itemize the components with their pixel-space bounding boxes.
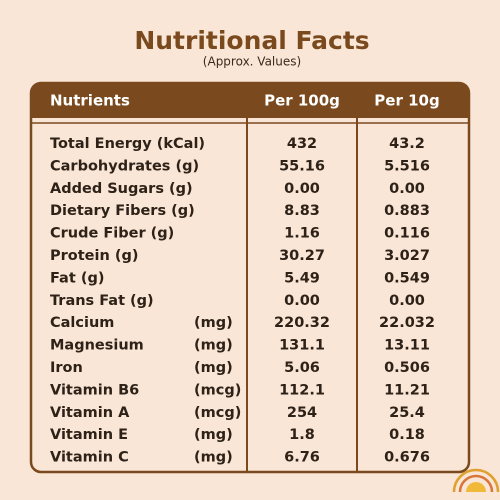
nutrient: Total Energy (kCal) [50,136,205,152]
per-10g: 0.00 [389,293,425,309]
per-100g: 0.00 [284,293,320,309]
per-100g: 5.49 [284,270,320,286]
per-100g: 8.83 [284,203,320,219]
nutrient: Fat (g) [50,270,104,286]
per-100g: 55.16 [279,158,325,174]
nutrient: Vitamin A [50,405,130,421]
per-10g: 11.21 [384,382,430,398]
per-100g: 5.06 [284,360,320,376]
decor-icon [452,468,500,493]
unit: (mg) [194,450,233,466]
per-10g: 0.506 [384,360,430,376]
title: Nutritional Facts [134,26,369,55]
table: Nutrients Per 100g Per 10g Total Energy (kC… [50,92,440,466]
per-100g: 131.1 [279,338,325,354]
nutrient: Carbohydrates (g) [50,158,199,174]
unit: (mcg) [194,382,241,398]
nutrient: Magnesium [50,338,144,354]
nutrient: Added Sugars (g) [50,181,193,197]
nutrient: Vitamin C [50,450,129,466]
subtitle: (Approx. Values) [203,55,301,69]
per-10g: 0.00 [389,181,425,197]
nutrient: Protein (g) [50,248,138,264]
per-10g: 43.2 [389,136,425,152]
per-100g: 30.27 [279,248,325,264]
per-10g: 0.549 [384,270,430,286]
per-100g: 112.1 [279,382,325,398]
nutrient: Crude Fiber (g) [50,226,174,242]
nutrient: Vitamin B6 [50,382,139,398]
per-100g: 6.76 [284,450,320,466]
unit: (mg) [194,427,233,443]
unit: (mcg) [194,405,241,421]
per-100g: 1.16 [284,226,320,242]
per-10g: 3.027 [384,248,430,264]
nutrient: Iron [50,360,83,376]
nutrient: Calcium [50,315,114,331]
per-10g: 0.883 [384,203,430,219]
per-100g: 254 [287,405,317,421]
per-100g: 0.00 [284,181,320,197]
per-10g: 0.116 [384,226,430,242]
unit: (mg) [194,360,233,376]
unit: (mg) [194,338,233,354]
per-10g: 5.516 [384,158,430,174]
column-header: Per 10g [374,92,439,110]
per-10g: 25.4 [389,405,425,421]
nutrient: Dietary Fibers (g) [50,203,195,219]
nutrient: Vitamin E [50,427,128,443]
per-100g: 220.32 [274,315,330,331]
per-10g: 13.11 [384,338,430,354]
column-header: Per 100g [264,92,340,110]
per-10g: 22.032 [379,315,435,331]
per-10g: 0.676 [384,450,430,466]
unit: (mg) [194,315,233,331]
per-100g: 1.8 [289,427,315,443]
column-header: Nutrients [50,92,130,110]
header-bar [31,83,469,118]
nutrient: Trans Fat (g) [50,293,154,309]
per-100g: 432 [287,136,317,152]
per-10g: 0.18 [389,427,425,443]
